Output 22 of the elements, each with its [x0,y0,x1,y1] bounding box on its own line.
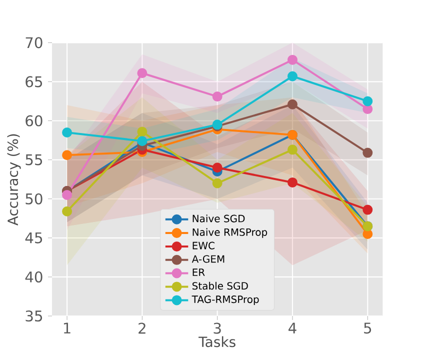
y-tick-label: 70 [26,37,42,48]
x-tick-label: 3 [214,322,221,334]
y-tick-label: 55 [26,154,42,166]
y-tick-label: 50 [26,193,42,204]
legend-label: Naive RMSProp [192,228,268,238]
x-tick-label: 4 [288,322,296,334]
y-tick-label: 60 [26,115,42,126]
y-tick-label: 40 [25,271,42,282]
legend-label: EWC [192,242,214,250]
legend-label: ER [192,268,205,276]
x-axis-title: Tasks [198,336,236,348]
legend-label: TAG-RMSProp [192,296,259,306]
x-tick-label: 5 [364,322,372,334]
x-tick-label: 2 [138,322,146,334]
y-tick-label: 65 [26,76,42,88]
x-tick-label: 1 [64,322,70,334]
legend-label: A-GEM [192,255,224,263]
legend-label: Naive SGD [192,214,245,222]
y-tick-label: 45 [25,232,42,244]
legend-label: Stable SGD [192,282,248,290]
y-tick-label: 35 [26,310,42,322]
y-axis-title: Accuracy (%) [7,134,21,226]
